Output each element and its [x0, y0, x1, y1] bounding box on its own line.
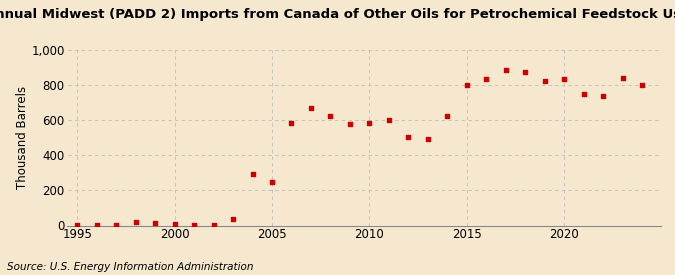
Point	[559, 77, 570, 82]
Point	[344, 122, 355, 127]
Point	[169, 222, 180, 226]
Point	[520, 69, 531, 74]
Point	[91, 223, 102, 227]
Point	[461, 82, 472, 87]
Point	[578, 91, 589, 96]
Point	[286, 120, 297, 125]
Point	[111, 223, 122, 227]
Point	[539, 79, 550, 83]
Point	[423, 137, 433, 141]
Point	[227, 217, 238, 222]
Point	[189, 222, 200, 227]
Point	[325, 114, 336, 119]
Point	[267, 180, 277, 184]
Point	[208, 223, 219, 227]
Text: Source: U.S. Energy Information Administration: Source: U.S. Energy Information Administ…	[7, 262, 253, 272]
Point	[150, 221, 161, 225]
Point	[500, 68, 511, 72]
Point	[617, 75, 628, 80]
Point	[72, 223, 82, 227]
Point	[403, 134, 414, 139]
Point	[442, 113, 453, 118]
Point	[383, 118, 394, 122]
Point	[597, 94, 608, 98]
Point	[637, 82, 647, 87]
Text: Annual Midwest (PADD 2) Imports from Canada of Other Oils for Petrochemical Feed: Annual Midwest (PADD 2) Imports from Can…	[0, 8, 675, 21]
Point	[306, 105, 317, 110]
Y-axis label: Thousand Barrels: Thousand Barrels	[16, 86, 28, 189]
Point	[130, 220, 141, 224]
Point	[247, 171, 258, 176]
Point	[364, 121, 375, 126]
Point	[481, 76, 491, 81]
